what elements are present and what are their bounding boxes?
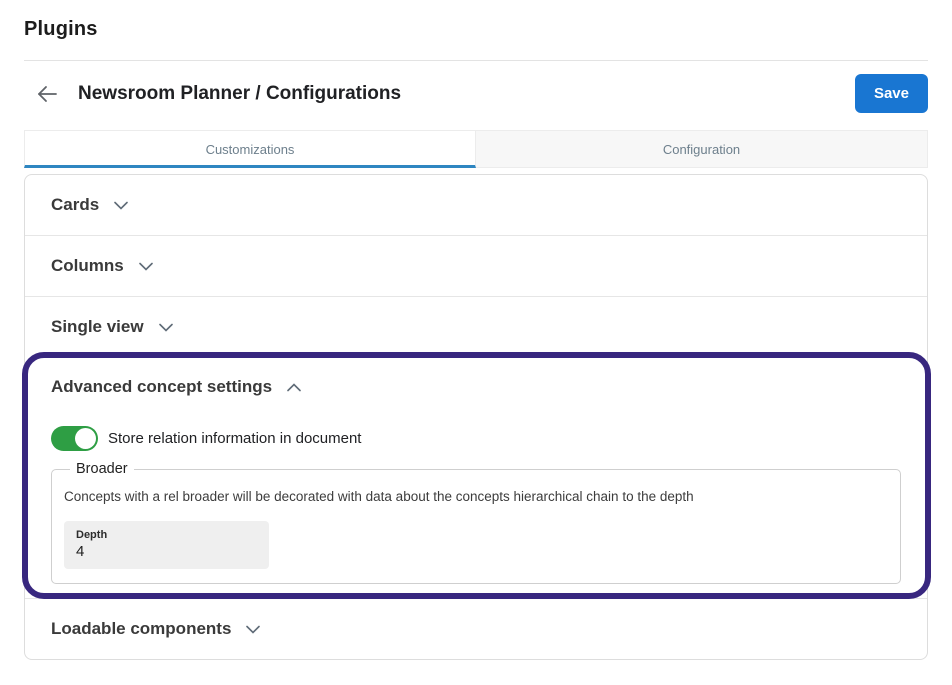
- section-columns[interactable]: Columns: [25, 236, 927, 296]
- save-button[interactable]: Save: [854, 74, 928, 113]
- chevron-down-icon: [246, 625, 261, 634]
- tab-customizations[interactable]: Customizations: [24, 130, 476, 168]
- broader-fieldset: Broader Concepts with a rel broader will…: [51, 461, 901, 584]
- tab-bar: Customizations Configuration: [24, 130, 928, 168]
- plugins-page: Plugins Newsroom Planner / Configuration…: [22, 18, 931, 660]
- config-header: Newsroom Planner / Configurations Save: [24, 61, 928, 127]
- section-advanced-label: Advanced concept settings: [51, 377, 273, 396]
- chevron-down-icon: [138, 262, 153, 271]
- arrow-left-icon: [35, 82, 59, 106]
- section-advanced-concept-settings: Advanced concept settings Store relation…: [22, 352, 931, 599]
- section-columns-label: Columns: [51, 256, 124, 275]
- section-cards[interactable]: Cards: [25, 175, 927, 235]
- section-advanced-header[interactable]: Advanced concept settings: [25, 357, 927, 417]
- header-divider: [24, 60, 928, 61]
- config-title: Newsroom Planner / Configurations: [78, 82, 402, 104]
- chevron-down-icon: [114, 201, 128, 210]
- divider: [25, 296, 927, 297]
- section-loadable-label: Loadable components: [51, 619, 232, 638]
- store-relation-label: Store relation information in document: [108, 430, 362, 447]
- section-loadable-components[interactable]: Loadable components: [25, 599, 927, 659]
- toggle-knob: [75, 428, 96, 449]
- depth-field-value: 4: [76, 543, 85, 560]
- advanced-settings-body: Store relation information in document B…: [25, 426, 927, 598]
- settings-accordion: Cards Columns Single view Advanced conce…: [22, 174, 931, 660]
- broader-description: Concepts with a rel broader will be deco…: [64, 489, 694, 504]
- tab-configuration[interactable]: Configuration: [476, 130, 928, 168]
- section-single-view[interactable]: Single view: [25, 297, 927, 357]
- page-title: Plugins: [24, 18, 98, 40]
- divider: [25, 235, 927, 236]
- chevron-up-icon: [287, 382, 301, 392]
- depth-field-label: Depth: [76, 529, 108, 541]
- store-relation-row: Store relation information in document: [51, 426, 901, 451]
- section-cards-label: Cards: [51, 195, 100, 214]
- chevron-down-icon: [158, 323, 173, 332]
- section-single-view-label: Single view: [51, 317, 144, 336]
- depth-field[interactable]: Depth 4: [64, 521, 269, 569]
- back-button[interactable]: [32, 79, 62, 109]
- broader-legend: Broader: [76, 461, 128, 477]
- store-relation-toggle[interactable]: [51, 426, 98, 451]
